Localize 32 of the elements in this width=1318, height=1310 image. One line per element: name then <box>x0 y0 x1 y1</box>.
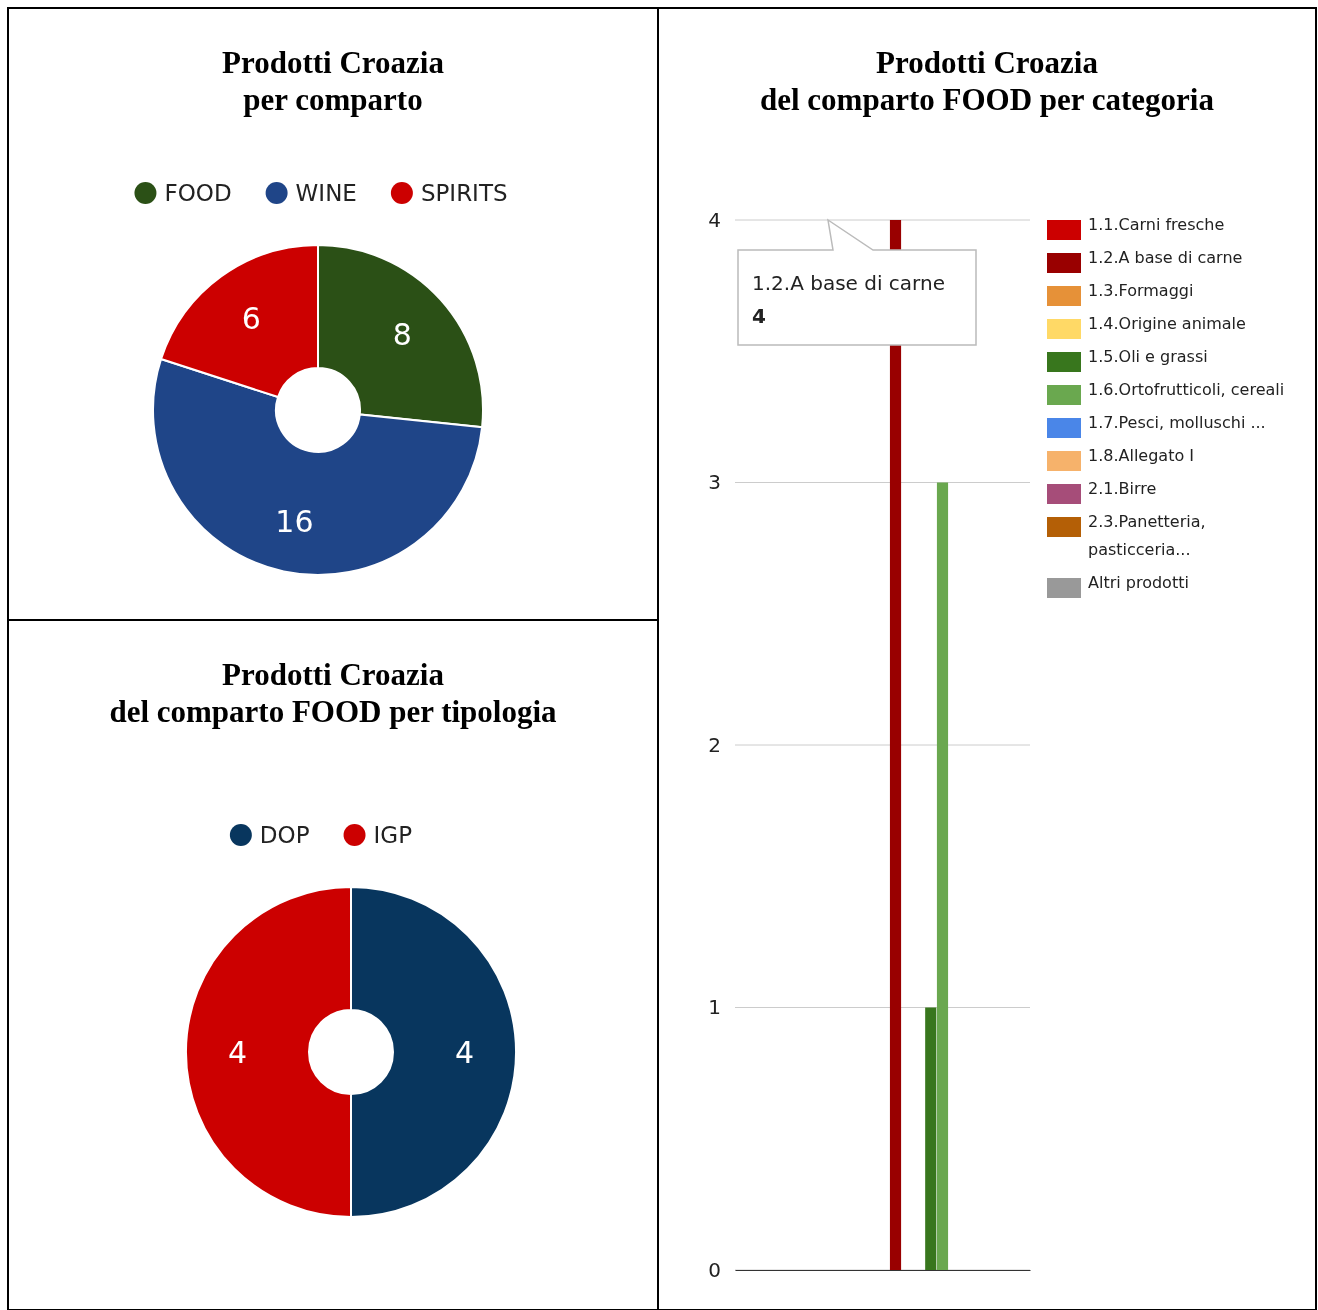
data-label: 16 <box>275 503 314 539</box>
legend-label: 1.4.Origine animale <box>1088 314 1246 333</box>
legend-label: IGP <box>373 822 413 849</box>
legend-label: FOOD <box>164 180 232 207</box>
chart-title: Prodotti Croazia per comparto <box>222 45 445 117</box>
legend-label: 1.5.Oli e grassi <box>1088 347 1208 366</box>
data-label: 6 <box>241 300 261 336</box>
legend-label: 2.1.Birre <box>1088 479 1157 498</box>
y-tick-label: 4 <box>708 207 721 232</box>
legend-label: 1.8.Allegato I <box>1088 446 1195 465</box>
legend-label: 1.3.Formaggi <box>1088 281 1194 300</box>
y-tick-label: 2 <box>708 732 721 757</box>
legend-label: SPIRITS <box>420 180 508 207</box>
legend-label: 1.7.Pesci, molluschi ... <box>1088 413 1266 432</box>
data-label: 8 <box>392 316 412 352</box>
y-tick-label: 1 <box>708 995 721 1020</box>
data-label: 4 <box>227 1034 248 1070</box>
legend-label: 1.6.Ortofrutticoli, cereali <box>1088 380 1285 399</box>
y-tick-label: 3 <box>708 470 721 495</box>
legend-label: WINE <box>295 180 357 207</box>
y-tick-label: 0 <box>708 1257 721 1282</box>
legend-label: DOP <box>259 822 310 849</box>
chart-title: Prodotti Croazia del comparto FOOD per categoria <box>760 45 1215 117</box>
legend-label: 1.2.A base di carne <box>1088 248 1243 267</box>
data-label: 4 <box>454 1034 475 1070</box>
bar <box>936 482 949 1270</box>
chart-title: Prodotti Croazia del comparto FOOD per tipologia <box>109 657 558 729</box>
legend-label: 2.3.Panetteria, pasticceria... <box>1088 512 1206 559</box>
legend-label: 1.1.Carni fresche <box>1088 215 1225 234</box>
annotation: 1.2.A base di carne 4 <box>752 271 945 328</box>
legend-label: Altri prodotti <box>1088 573 1189 592</box>
bar <box>925 1007 937 1270</box>
